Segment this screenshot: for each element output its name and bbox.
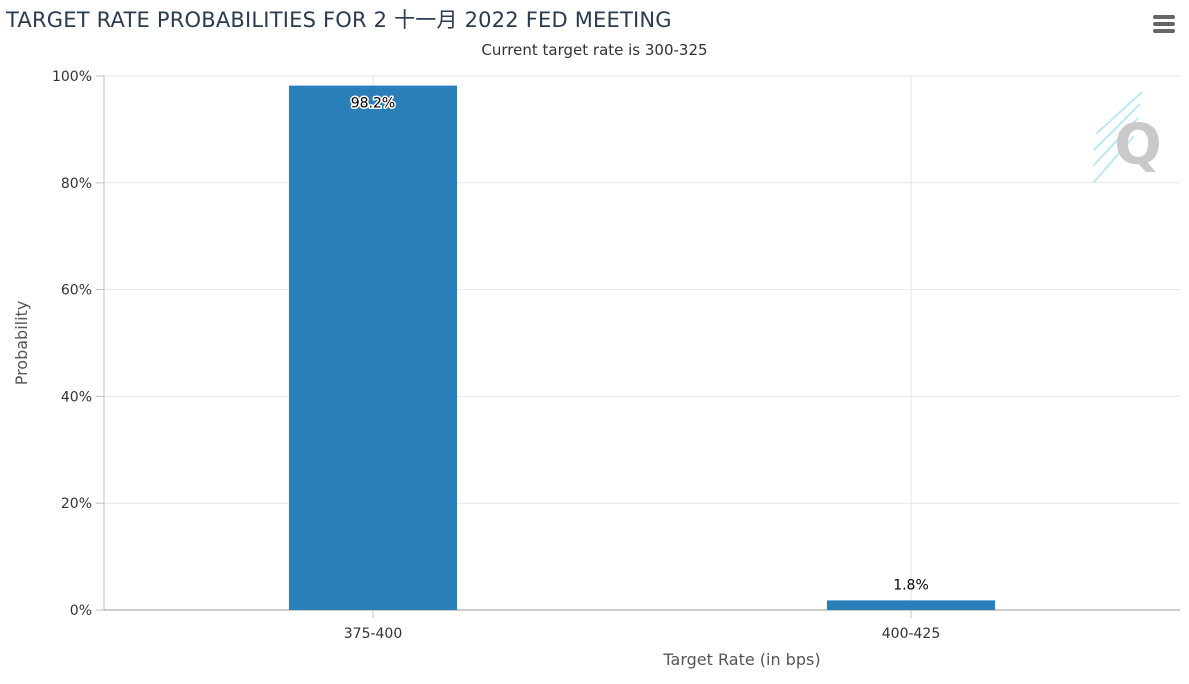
y-tick-label: 60% [61,283,92,299]
y-axis-title: Probability [12,301,31,386]
x-axis-title: Target Rate (in bps) [662,650,820,669]
bar-375-400 [288,85,458,610]
labels: 0% 20% 40% 60% 80% 100% 98.2% 375-400 1.8% 400-42… [12,69,940,669]
hamburger-menu-icon[interactable] [1150,10,1178,38]
y-tick-label: 0% [70,603,92,619]
chart-subtitle: Current target rate is 300-325 [481,41,708,59]
chart-title: TARGET RATE PROBABILITIES FOR 2 十一月 2022… [6,8,672,32]
bars [288,85,996,610]
x-tick-label: 375-400 [344,626,403,642]
data-label: 98.2% [351,96,395,112]
q-logo-watermark-icon: Q [1092,91,1162,183]
bar-400-425 [826,600,996,610]
y-tick-label: 40% [61,389,92,405]
axes [96,75,1180,618]
x-tick-label: 400-425 [882,626,941,642]
y-tick-label: 20% [61,496,92,512]
data-label: 1.8% [893,577,929,593]
gridlines [104,75,1180,610]
y-tick-label: 100% [52,69,92,85]
y-tick-label: 80% [61,176,92,192]
svg-text:Q: Q [1114,113,1162,178]
